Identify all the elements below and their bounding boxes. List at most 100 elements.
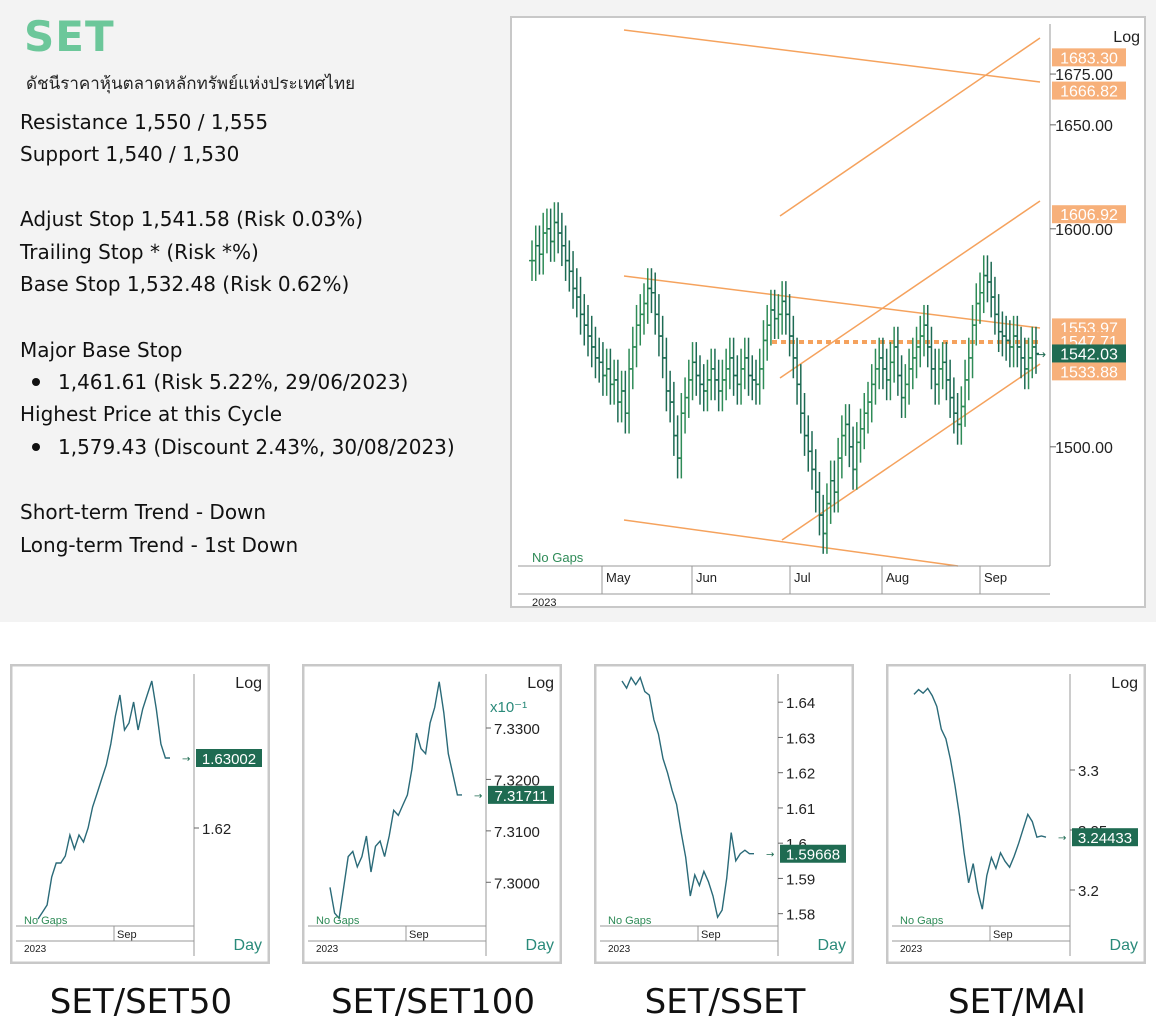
no-gaps-label: No Gaps <box>900 915 944 927</box>
year-label: 2023 <box>532 597 556 608</box>
channel-mid-line <box>623 275 1041 329</box>
scale-label: Log <box>1113 29 1140 46</box>
month-label: May <box>606 570 631 585</box>
y-tick-label: 1.64 <box>786 695 815 712</box>
level-tag-label: 1666.82 <box>1060 84 1118 101</box>
no-gaps-label: No Gaps <box>608 915 652 927</box>
level-tag <box>1052 81 1126 100</box>
day-label: Day <box>234 937 262 954</box>
day-label: Day <box>1110 937 1138 954</box>
uptrend-upper-line <box>779 37 1041 217</box>
caption-mai: SET/MAI <box>948 982 1086 1022</box>
y-tick-label: 7.3100 <box>494 824 540 841</box>
ratio-line <box>621 675 754 920</box>
ratio-line <box>329 681 462 920</box>
y-tick-label: 7.3300 <box>494 721 540 738</box>
highest-price-value: 1,579.43 (Discount 2.43%, 30/08/2023) <box>32 435 455 459</box>
chart-frame <box>886 664 1146 964</box>
scale-label: Log <box>1111 675 1138 692</box>
month-label: Sep <box>993 929 1013 941</box>
last-value-tag <box>196 749 262 767</box>
month-label: Jul <box>794 570 811 585</box>
y-tick-label: 3.2 <box>1078 883 1099 900</box>
multiplier-label: x10⁻¹ <box>490 699 527 716</box>
major-base-stop-label: Major Base Stop <box>20 338 183 362</box>
no-gaps-label: No Gaps <box>532 550 584 565</box>
month-label: Jun <box>696 570 717 585</box>
y-tick-label: 7.3200 <box>494 772 540 789</box>
last-price-tag <box>1052 344 1126 363</box>
level-tag <box>1052 318 1126 337</box>
last-value-tag <box>488 785 554 804</box>
last-value-arrow: → <box>1058 833 1066 844</box>
last-price-label: 1542.03 <box>1060 346 1118 363</box>
uptrend-mid-line <box>779 200 1041 379</box>
adjust-stop-text: Adjust Stop 1,541.58 (Risk 0.03%) <box>20 207 364 231</box>
no-gaps-label: No Gaps <box>24 915 68 927</box>
y-tick-label: 7.3000 <box>494 875 540 892</box>
year-label: 2023 <box>24 944 47 955</box>
last-value-arrow: → <box>474 791 482 802</box>
year-label: 2023 <box>608 944 631 955</box>
year-label: 2023 <box>900 944 923 955</box>
scale-label: Log <box>527 675 554 692</box>
y-tick-label: 1.59 <box>786 871 815 888</box>
chart-frame <box>10 664 270 964</box>
last-value-label: 1.63002 <box>202 751 256 768</box>
y-tick-label: 1650.00 <box>1055 118 1113 135</box>
last-value-tag <box>780 844 846 863</box>
main-price-chart: 1675.00 1650.00 1600.00 1500.00 Log 1683.30 16… <box>510 16 1146 608</box>
month-label: Sep <box>117 929 137 941</box>
caption-set50: SET/SET50 <box>49 982 233 1022</box>
ratio-chart-sset: 1.641.631.621.611.61.591.58→ 1.59668SepNo… <box>594 664 854 964</box>
highest-price-label: Highest Price at this Cycle <box>20 402 283 426</box>
day-label: Day <box>818 937 846 954</box>
page-subtitle: ดัชนีราคาหุ้นตลาดหลักทรัพย์แห่งประเทศไทย <box>26 74 356 94</box>
base-stop-text: Base Stop 1,532.48 (Risk 0.62%) <box>20 272 350 296</box>
last-value-tag <box>1072 828 1138 847</box>
chart-frame <box>594 664 854 964</box>
level-tag <box>1052 205 1126 224</box>
chart-frame <box>510 16 1146 608</box>
caption-sset: SET/SSET <box>644 982 806 1022</box>
trailing-stop-text: Trailing Stop * (Risk *%) <box>20 240 259 264</box>
level-tag-label: 1683.30 <box>1060 50 1118 67</box>
channel-lower-line <box>623 519 959 567</box>
page-title: SET <box>24 12 115 61</box>
ratio-line <box>913 687 1047 910</box>
channel-upper-line <box>623 29 1041 83</box>
ratio-chart-set50: 1.62 Log → 1.63002 Sep No Gaps 2023 Day <box>10 664 270 964</box>
y-tick-label: 1675.00 <box>1055 67 1113 84</box>
last-value-label: 3.24433 <box>1078 830 1132 847</box>
month-label: Sep <box>409 929 429 941</box>
caption-set100: SET/SET100 <box>330 982 536 1022</box>
day-label: Day <box>526 937 554 954</box>
last-value-label: 1.59668 <box>786 847 840 864</box>
uptrend-lower-line <box>781 363 1041 541</box>
major-base-stop-value: 1,461.61 (Risk 5.22%, 29/06/2023) <box>32 370 408 394</box>
level-tag-label: 1533.88 <box>1060 364 1118 381</box>
month-label: Aug <box>886 570 909 585</box>
short-term-trend-text: Short-term Trend - Down <box>20 500 267 524</box>
last-value-arrow: → <box>182 754 190 765</box>
y-tick-label: 3.3 <box>1078 763 1099 780</box>
month-label: Sep <box>984 570 1007 585</box>
level-tag <box>1052 48 1126 67</box>
y-tick-label: 1.63 <box>786 730 815 747</box>
resistance-text: Resistance 1,550 / 1,555 <box>20 110 269 134</box>
y-tick-label: 1500.00 <box>1055 440 1113 457</box>
long-term-trend-text: Long-term Trend - 1st Down <box>20 533 299 557</box>
y-tick-label: 1.61 <box>786 801 815 818</box>
level-tag <box>1052 362 1126 381</box>
y-tick-label: 1.58 <box>786 907 815 924</box>
month-label: Sep <box>701 929 721 941</box>
level-tag-label: 1606.92 <box>1060 207 1118 224</box>
support-text: Support 1,540 / 1,530 <box>20 142 240 166</box>
y-tick-label: 1.62 <box>786 766 815 783</box>
y-tick-label: 1600.00 <box>1055 222 1113 239</box>
last-value-label: 7.31711 <box>494 788 547 805</box>
year-label: 2023 <box>316 944 339 955</box>
last-price-arrow: → <box>1036 347 1046 361</box>
